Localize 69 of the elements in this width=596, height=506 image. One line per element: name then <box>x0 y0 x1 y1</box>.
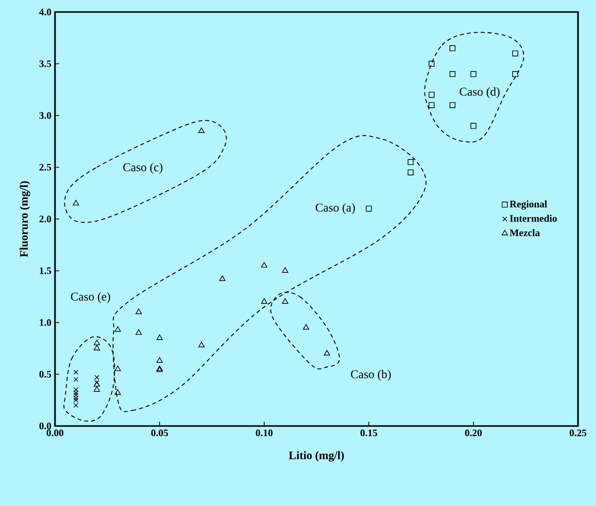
y-axis-title: Fluoruro (mg/l) <box>20 181 30 258</box>
annotation: Caso (e) <box>70 292 110 304</box>
point <box>73 396 78 401</box>
point <box>324 350 330 356</box>
point <box>114 366 121 372</box>
point <box>470 122 476 129</box>
point <box>261 262 268 268</box>
annotation: Caso (a) <box>316 203 355 214</box>
y-tick-label: 4.0 <box>39 8 52 16</box>
legend-label: Intermedio <box>510 214 557 222</box>
point <box>156 357 163 363</box>
point <box>114 389 121 395</box>
point <box>73 370 78 375</box>
point <box>219 275 226 281</box>
x-tick-label: 0.05 <box>151 430 168 436</box>
y-tick-label: 1.0 <box>40 319 52 326</box>
point <box>114 326 121 332</box>
y-tick-label: 2.5 <box>39 164 52 171</box>
point <box>428 102 434 108</box>
point <box>94 374 100 380</box>
x-tick-label: 0.00 <box>46 430 64 436</box>
y-tick-label: 0.0 <box>39 422 52 430</box>
point <box>450 102 456 108</box>
point <box>282 298 288 304</box>
point <box>136 329 142 335</box>
y-tick-label: 3.0 <box>39 112 52 119</box>
point <box>450 45 456 52</box>
point <box>198 342 205 348</box>
point <box>428 92 434 98</box>
point <box>450 71 456 78</box>
x-axis-title: Litio (mg/l) <box>288 451 344 462</box>
point <box>94 386 100 392</box>
point <box>94 381 100 387</box>
point <box>73 398 78 403</box>
y-tick-label: 3.5 <box>39 60 52 68</box>
y-tick-label: 1.5 <box>40 267 52 274</box>
point <box>428 60 434 67</box>
annotation: Caso (c) <box>123 162 162 174</box>
point <box>73 402 78 408</box>
point <box>261 298 268 304</box>
point <box>408 159 414 166</box>
point <box>94 380 100 385</box>
point <box>94 344 100 350</box>
x-tick-label: 0.25 <box>570 430 586 436</box>
y-tick-label: 2.0 <box>39 216 52 222</box>
point <box>73 392 78 398</box>
point <box>198 127 205 133</box>
legend-label: Regional <box>510 200 548 210</box>
point <box>366 206 372 212</box>
point <box>512 50 518 56</box>
x-tick-label: 0.20 <box>465 430 482 436</box>
point <box>408 169 414 176</box>
x-tick-label: 0.15 <box>360 430 378 436</box>
point <box>512 71 518 78</box>
point <box>73 376 78 382</box>
legend-label: Mezcla <box>510 229 540 236</box>
point <box>72 200 80 206</box>
point <box>470 71 476 78</box>
point <box>73 387 78 392</box>
point <box>136 308 142 314</box>
annotation: Caso (d) <box>460 87 500 98</box>
point <box>156 334 163 340</box>
point <box>94 340 100 346</box>
annotation: Caso (b) <box>350 370 391 381</box>
y-tick-label: 0.5 <box>39 370 52 378</box>
point <box>282 267 288 273</box>
point <box>302 324 310 330</box>
x-tick-label: 0.10 <box>256 430 273 436</box>
point <box>73 390 78 396</box>
